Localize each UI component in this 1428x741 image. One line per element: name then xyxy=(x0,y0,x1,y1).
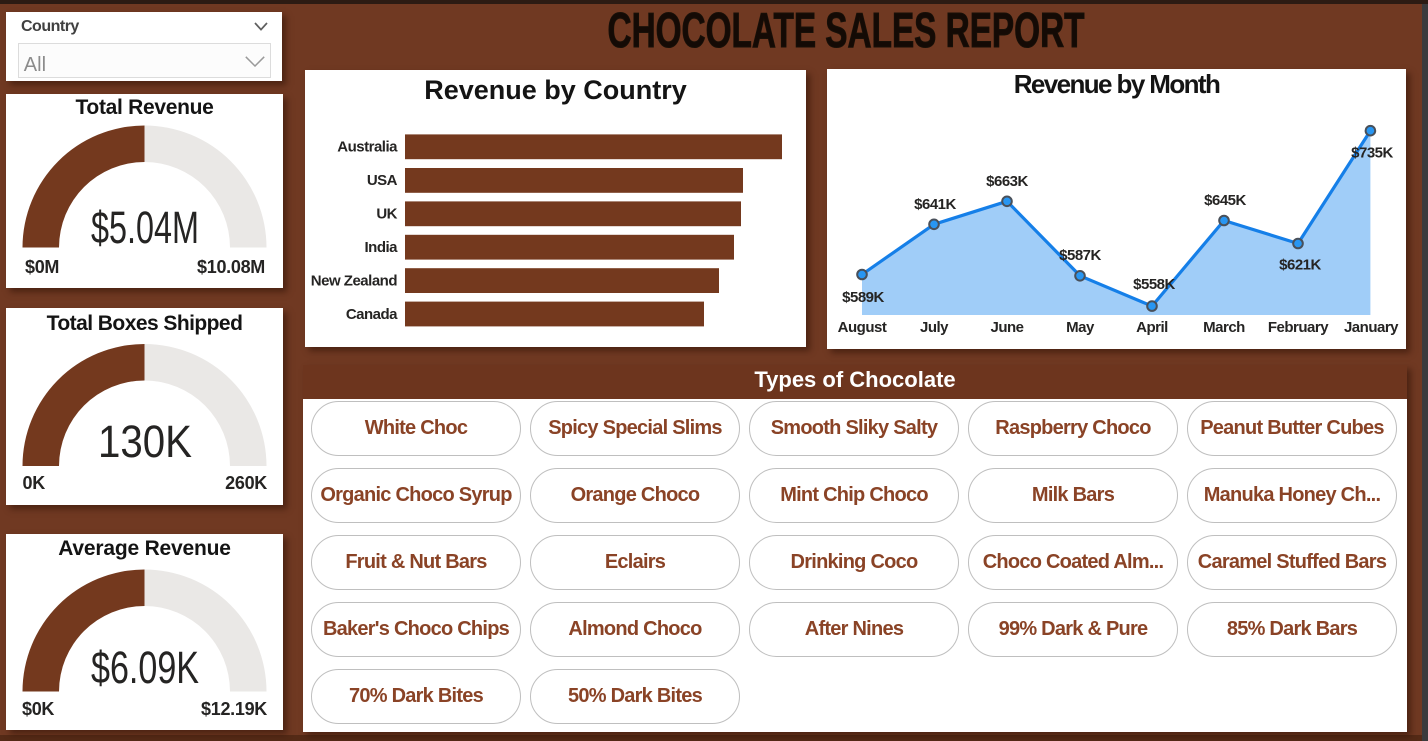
svg-text:April: April xyxy=(1136,319,1168,336)
svg-text:June: June xyxy=(990,319,1023,336)
svg-text:Australia: Australia xyxy=(337,139,398,156)
svg-text:$587K: $587K xyxy=(1059,247,1101,264)
svg-text:February: February xyxy=(1268,319,1329,336)
svg-text:$621K: $621K xyxy=(1279,257,1321,274)
svg-text:$6.09K: $6.09K xyxy=(91,642,199,693)
svg-text:August: August xyxy=(838,319,887,336)
svg-text:Canada: Canada xyxy=(346,306,398,323)
svg-text:New Zealand: New Zealand xyxy=(311,272,398,289)
svg-text:USA: USA xyxy=(367,172,398,189)
svg-text:$735K: $735K xyxy=(1351,145,1393,162)
svg-text:$558K: $558K xyxy=(1133,276,1175,293)
svg-text:$645K: $645K xyxy=(1204,192,1246,209)
svg-text:March: March xyxy=(1203,319,1245,336)
svg-text:130K: 130K xyxy=(98,416,192,467)
svg-text:$5.04M: $5.04M xyxy=(91,202,199,253)
svg-text:UK: UK xyxy=(376,206,397,223)
svg-text:$663K: $663K xyxy=(986,173,1028,190)
svg-text:January: January xyxy=(1344,319,1399,336)
svg-text:May: May xyxy=(1066,319,1095,336)
svg-text:$589K: $589K xyxy=(842,289,884,306)
svg-text:July: July xyxy=(920,319,949,336)
svg-text:$641K: $641K xyxy=(914,196,956,213)
svg-text:India: India xyxy=(364,239,398,256)
